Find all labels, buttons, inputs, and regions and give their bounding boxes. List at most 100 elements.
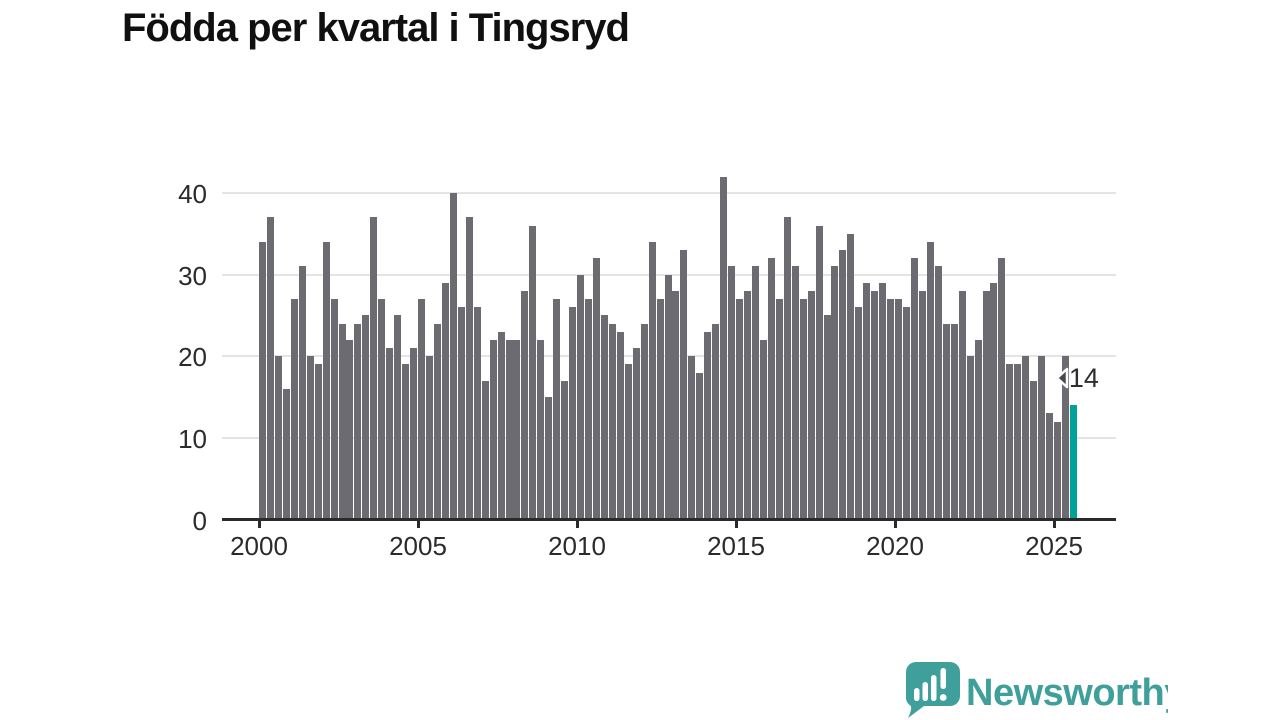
bar [481, 380, 489, 520]
bar [529, 225, 537, 520]
bar [783, 217, 791, 520]
bar [775, 299, 783, 520]
bar [433, 323, 441, 520]
bar [823, 315, 831, 520]
bar [569, 307, 577, 520]
bar [616, 331, 624, 520]
bar [378, 299, 386, 520]
x-axis-tick [735, 521, 738, 528]
x-axis-tick [417, 521, 420, 528]
bar [354, 323, 362, 520]
bar [871, 290, 879, 520]
y-axis-tick-label: 40 [178, 178, 207, 209]
bar [608, 323, 616, 520]
bar [418, 299, 426, 520]
bar [457, 307, 465, 520]
x-axis-line [222, 518, 1116, 521]
bar [1038, 356, 1046, 520]
x-axis-tick-label: 2020 [866, 530, 924, 561]
bar [585, 299, 593, 520]
x-axis-tick-label: 2015 [707, 530, 765, 561]
bar [386, 348, 394, 520]
bar [728, 266, 736, 520]
bar [561, 380, 569, 520]
bar [473, 307, 481, 520]
highlight-value-label: 14 [1068, 363, 1099, 393]
bar [592, 258, 600, 520]
bar [362, 315, 370, 520]
bar [632, 348, 640, 520]
bar [688, 356, 696, 520]
bar [990, 282, 998, 520]
bar [426, 356, 434, 520]
bar [1014, 364, 1022, 520]
bar [672, 290, 680, 520]
bar [266, 217, 274, 520]
bar [545, 397, 553, 520]
bar [887, 299, 895, 520]
bar [847, 233, 855, 520]
bar [497, 331, 505, 520]
x-axis-tick-label: 2010 [548, 530, 606, 561]
bar [958, 290, 966, 520]
x-axis-tick-label: 2000 [230, 530, 288, 561]
bar [521, 290, 529, 520]
bar [441, 282, 449, 520]
bar [831, 266, 839, 520]
highlight-arrow-icon [1055, 367, 1069, 389]
bar [370, 217, 378, 520]
bar [807, 290, 815, 520]
bar [600, 315, 608, 520]
bar [410, 348, 418, 520]
bar [346, 339, 354, 520]
newsworthy-logo: Newsworthy [905, 662, 1168, 718]
bar [767, 258, 775, 520]
bar [624, 364, 632, 520]
y-gridline [222, 191, 1116, 194]
x-axis-tick [576, 521, 579, 528]
bar [879, 282, 887, 520]
bar [322, 241, 330, 520]
bar [855, 307, 863, 520]
bar [290, 299, 298, 520]
x-axis-tick [258, 521, 261, 528]
bar [744, 290, 752, 520]
bar [298, 266, 306, 520]
y-axis-tick-label: 30 [178, 260, 207, 291]
bar [1030, 380, 1038, 520]
bar [966, 356, 974, 520]
speech-bubble-chart-icon [905, 662, 960, 718]
bar [282, 388, 290, 520]
bar [1046, 413, 1054, 520]
bar [513, 339, 521, 520]
bar [696, 372, 704, 520]
bar [577, 274, 585, 520]
x-axis-tick-label: 2025 [1025, 530, 1083, 561]
bar [1062, 356, 1070, 520]
bar [537, 339, 545, 520]
bar [926, 241, 934, 520]
x-axis-tick [894, 521, 897, 528]
bar [1054, 421, 1062, 520]
x-axis-tick [1053, 521, 1056, 528]
bar [648, 241, 656, 520]
bar [489, 339, 497, 520]
bar [910, 258, 918, 520]
y-axis-tick-label: 20 [178, 342, 207, 373]
bar [640, 323, 648, 520]
bar [338, 323, 346, 520]
bar [704, 331, 712, 520]
bar [759, 339, 767, 520]
chart-title: Födda per kvartal i Tingsryd [122, 6, 630, 50]
bar [791, 266, 799, 520]
y-axis-tick-label: 10 [178, 423, 207, 454]
bar [553, 299, 561, 520]
bar [895, 299, 903, 520]
bar [950, 323, 958, 520]
brand-name: Newsworthy [966, 672, 1168, 714]
bar [314, 364, 322, 520]
highlighted-bar [1069, 405, 1077, 520]
x-axis-tick-label: 2005 [389, 530, 447, 561]
bar [465, 217, 473, 520]
